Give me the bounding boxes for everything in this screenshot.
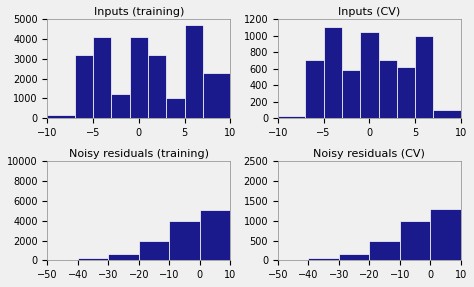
Bar xyxy=(75,55,93,118)
Bar xyxy=(148,55,166,118)
Bar xyxy=(342,70,360,118)
Bar xyxy=(93,37,111,118)
Bar xyxy=(379,60,397,118)
Bar xyxy=(109,254,139,260)
Bar xyxy=(139,241,169,260)
Bar xyxy=(278,116,305,118)
Bar xyxy=(397,67,415,118)
Bar xyxy=(130,37,148,118)
Bar xyxy=(360,32,379,118)
Bar xyxy=(185,25,203,118)
Bar xyxy=(430,209,461,260)
Bar xyxy=(461,177,474,260)
Bar xyxy=(203,73,230,118)
Bar xyxy=(309,258,339,260)
Bar xyxy=(169,221,200,260)
Bar xyxy=(305,60,324,118)
Title: Noisy residuals (CV): Noisy residuals (CV) xyxy=(313,149,425,159)
Bar xyxy=(339,254,369,260)
Bar xyxy=(200,210,230,260)
Bar xyxy=(324,27,342,118)
Bar xyxy=(230,176,261,260)
Bar xyxy=(433,110,461,118)
Bar xyxy=(415,36,433,118)
Title: Inputs (CV): Inputs (CV) xyxy=(338,7,401,17)
Bar xyxy=(47,115,75,118)
Title: Inputs (training): Inputs (training) xyxy=(94,7,184,17)
Bar xyxy=(78,258,109,260)
Bar xyxy=(166,98,185,118)
Bar xyxy=(369,241,400,260)
Title: Noisy residuals (training): Noisy residuals (training) xyxy=(69,149,209,159)
Bar xyxy=(111,94,130,118)
Bar xyxy=(400,221,430,260)
